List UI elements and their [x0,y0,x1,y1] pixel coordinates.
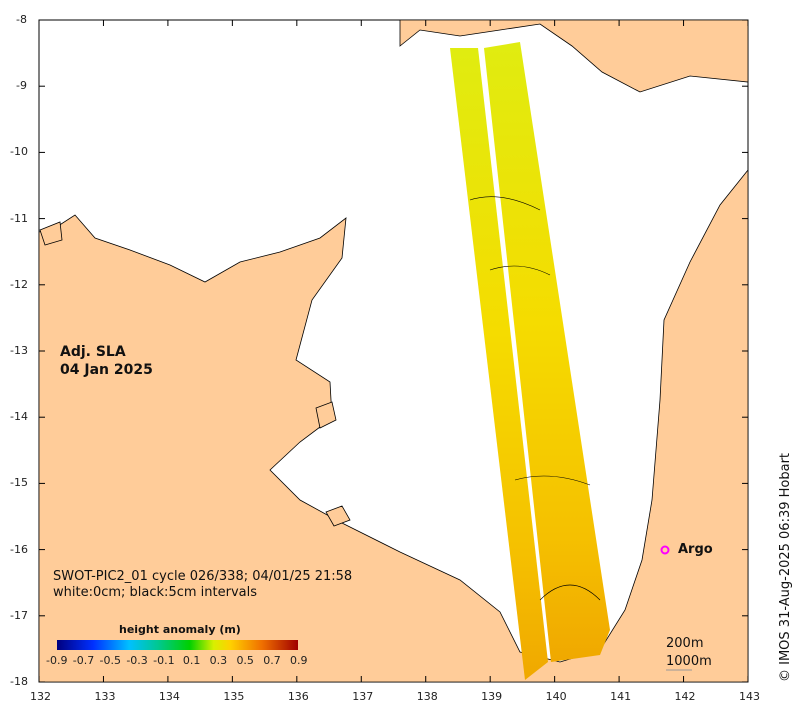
map-date: 04 Jan 2025 [60,362,153,378]
land [38,19,749,683]
argo-label: Argo [678,542,713,557]
y-tick-label: -9 [16,79,27,93]
x-tick-label: 137 [352,690,374,703]
swot-swath-left [450,48,548,680]
argo-float-marker[interactable] [660,545,670,555]
colorbar-tick-label: -0.5 [99,654,122,667]
colorbar-tick-label: -0.1 [153,654,175,667]
x-tick-label: 143 [739,690,760,703]
x-tick-label: 142 [674,690,696,703]
credit-text: © IMOS 31-Aug-2025 06:39 Hobart [778,452,792,682]
y-tick-label: -17 [10,608,28,622]
y-tick-label: -12 [10,277,28,291]
swot-swath-right [484,42,610,662]
y-tick-label: -8 [16,13,27,26]
x-tick-label: 135 [223,690,245,703]
y-tick-label: -11 [10,211,28,225]
x-tick-label: 138 [416,690,438,703]
x-tick-label: 132 [30,690,51,703]
axis-ticks [38,19,749,683]
x-tick-label: 140 [545,690,567,703]
x-tick-label: 133 [94,690,116,703]
contour-200m-label: 200m [666,636,704,651]
x-tick-label: 136 [287,690,309,703]
y-tick-label: -10 [10,145,28,159]
map-title: Adj. SLA [60,344,126,360]
contour-1000m-label: 1000m [666,654,712,669]
x-tick-label: 139 [481,690,503,703]
contours [469,196,601,601]
colorbar-tick-label: 0.5 [236,654,254,667]
colorbar [57,640,298,650]
contour-info: white:0cm; black:5cm intervals [53,585,257,600]
colorbar-tick-label: 0.9 [290,654,308,667]
x-tick-label: 134 [158,690,180,703]
y-tick-label: -18 [10,675,28,688]
y-tick-label: -14 [10,410,28,424]
y-tick-label: -16 [10,542,28,556]
colorbar-title: height anomaly (m) [119,623,241,636]
colorbar-tick-label: -0.3 [126,654,148,667]
colorbar-tick-label: -0.7 [72,654,95,667]
colorbar-tick-label: 0.1 [182,654,201,667]
x-tick-label: 141 [610,690,632,703]
colorbar-tick-label: -0.9 [46,654,68,667]
y-tick-label: -15 [10,476,28,490]
colorbar-tick-label: 0.3 [209,654,228,667]
swot-info: SWOT-PIC2_01 cycle 026/338; 04/01/25 21:… [53,569,353,584]
y-tick-label: -13 [10,344,28,357]
colorbar-tick-label: 0.7 [263,654,281,667]
